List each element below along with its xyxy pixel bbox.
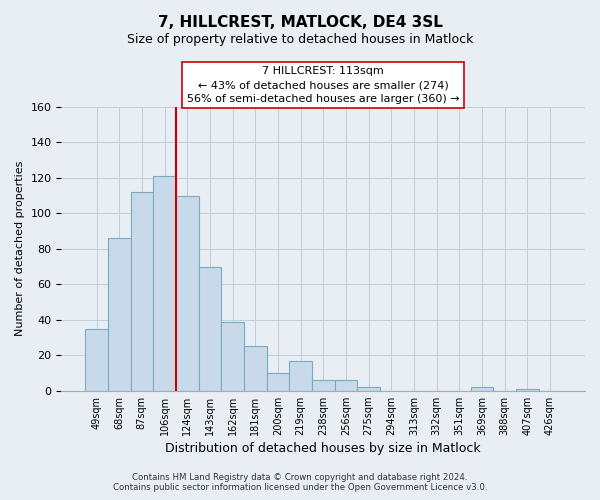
- Bar: [357, 387, 380, 390]
- Bar: [516, 389, 539, 390]
- Bar: [312, 380, 335, 390]
- Bar: [199, 266, 221, 390]
- Bar: [176, 196, 199, 390]
- Bar: [470, 387, 493, 390]
- Bar: [289, 360, 312, 390]
- Bar: [85, 328, 108, 390]
- Bar: [131, 192, 153, 390]
- Bar: [266, 373, 289, 390]
- Y-axis label: Number of detached properties: Number of detached properties: [15, 161, 25, 336]
- X-axis label: Distribution of detached houses by size in Matlock: Distribution of detached houses by size …: [166, 442, 481, 455]
- Bar: [335, 380, 357, 390]
- Bar: [108, 238, 131, 390]
- Text: 7 HILLCREST: 113sqm
← 43% of detached houses are smaller (274)
56% of semi-detac: 7 HILLCREST: 113sqm ← 43% of detached ho…: [187, 66, 460, 104]
- Text: Size of property relative to detached houses in Matlock: Size of property relative to detached ho…: [127, 32, 473, 46]
- Text: Contains HM Land Registry data © Crown copyright and database right 2024.
Contai: Contains HM Land Registry data © Crown c…: [113, 473, 487, 492]
- Text: 7, HILLCREST, MATLOCK, DE4 3SL: 7, HILLCREST, MATLOCK, DE4 3SL: [158, 15, 442, 30]
- Bar: [221, 322, 244, 390]
- Bar: [244, 346, 266, 391]
- Bar: [153, 176, 176, 390]
